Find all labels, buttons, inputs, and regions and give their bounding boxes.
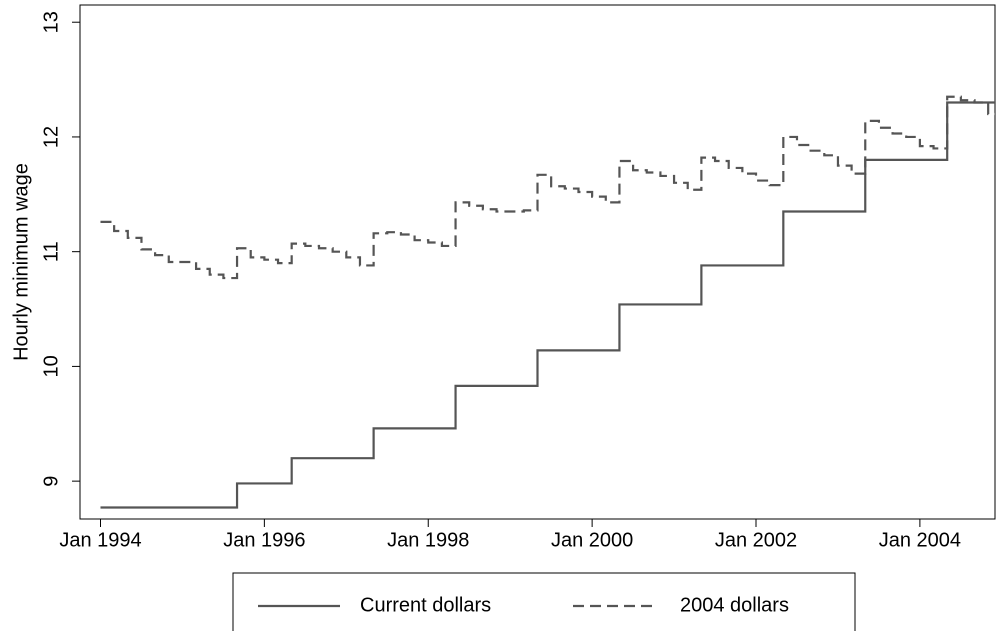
y-tick-label: 10 — [40, 355, 62, 377]
x-tick-label: Jan 1994 — [59, 529, 141, 551]
plot-frame — [79, 4, 996, 520]
y-tick-label: 12 — [40, 126, 62, 148]
series-line — [100, 95, 995, 280]
x-tick-label: Jan 1996 — [223, 529, 305, 551]
legend-label: Current dollars — [360, 594, 491, 616]
x-tick-label: Jan 2004 — [879, 529, 961, 551]
legend-box — [232, 572, 856, 631]
x-tick-label: Jan 1998 — [387, 529, 469, 551]
x-tick-label: Jan 2000 — [551, 529, 633, 551]
series-line — [100, 101, 995, 509]
x-tick-label: Jan 2002 — [715, 529, 797, 551]
y-axis-label: Hourly minimum wage — [10, 163, 32, 361]
y-tick-label: 13 — [40, 11, 62, 33]
y-tick-label: 9 — [40, 476, 62, 487]
legend-label: 2004 dollars — [680, 594, 789, 616]
y-tick-label: 11 — [40, 241, 62, 262]
